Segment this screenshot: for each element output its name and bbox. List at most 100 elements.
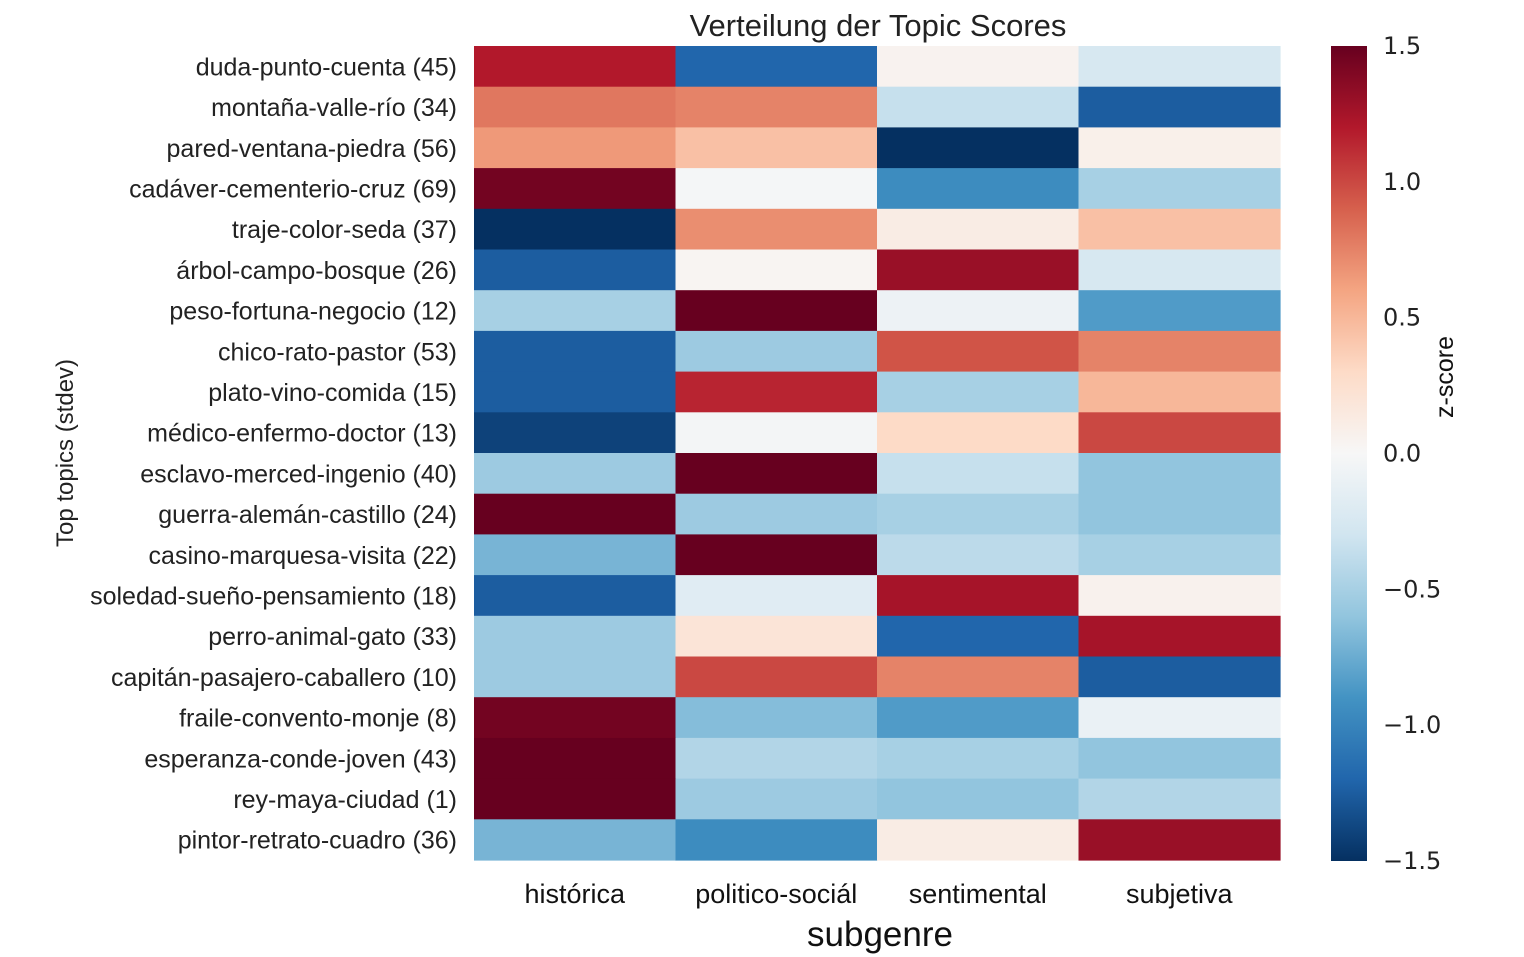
colorbar-tick-label: −0.5	[1383, 575, 1441, 603]
column-labels: histórica politico-sociál sentimental subje…	[524, 879, 1233, 909]
row-label: casino-marquesa-visita (22)	[149, 542, 457, 570]
heatmap-cell	[1078, 127, 1281, 169]
colorbar-tick-label: 0.0	[1383, 440, 1421, 468]
row-label: capitán-pasajero-caballero (10)	[111, 664, 457, 692]
row-label: pintor-retrato-cuadro (36)	[178, 827, 457, 855]
heatmap-cell	[877, 249, 1080, 291]
row-label: médico-enfermo-doctor (13)	[147, 420, 457, 448]
heatmap-cell	[1078, 371, 1281, 413]
heatmap-cell	[474, 737, 677, 780]
colorbar-label: z-score	[1431, 336, 1459, 418]
heatmap-cell	[675, 737, 878, 780]
heatmap-cell	[877, 46, 1080, 88]
heatmap-cell	[1078, 656, 1281, 698]
heatmap-cell	[675, 168, 878, 210]
heatmap-cell	[474, 778, 677, 820]
y-axis-title: Top topics (stdev)	[52, 359, 79, 547]
heatmap-cell	[675, 127, 878, 169]
heatmap-cell	[675, 453, 878, 495]
column-label: sentimental	[909, 879, 1047, 909]
colorbar-tick-label: −1.5	[1383, 847, 1441, 875]
heatmap-cell	[675, 290, 878, 332]
heatmap-cell	[1078, 534, 1281, 576]
heatmap-cell	[877, 168, 1080, 210]
heatmap-cell	[877, 534, 1080, 576]
heatmap-cell	[675, 615, 878, 658]
row-label: pared-ventana-piedra (56)	[167, 135, 457, 163]
heatmap-cell	[474, 453, 677, 495]
column-label: histórica	[524, 879, 626, 909]
heatmap-cell	[877, 86, 1080, 128]
heatmap-cell	[1078, 737, 1281, 780]
heatmap-cell	[474, 168, 677, 210]
row-label: traje-color-seda (37)	[232, 216, 457, 244]
heatmap-cell	[474, 208, 677, 251]
heatmap-cell	[877, 493, 1080, 535]
row-label: rey-maya-ciudad (1)	[233, 786, 457, 814]
heatmap-cell	[675, 208, 878, 251]
colorbar-tick-label: 0.5	[1383, 304, 1421, 332]
heatmap-cell	[474, 46, 677, 88]
heatmap-cell	[675, 534, 878, 576]
row-label: peso-fortuna-negocio (12)	[169, 298, 457, 326]
heatmap-cell	[474, 697, 677, 739]
row-label: chico-rato-pastor (53)	[218, 338, 457, 366]
row-label: fraile-convento-monje (8)	[179, 705, 457, 733]
row-label: soledad-sueño-pensamiento (18)	[90, 582, 457, 610]
heatmap-cell	[877, 412, 1080, 454]
heatmap-cell	[474, 656, 677, 698]
row-labels: duda-punto-cuenta (45) montaña-valle-río …	[90, 53, 457, 854]
row-label: cadáver-cementerio-cruz (69)	[129, 175, 457, 203]
heatmap-cell	[474, 534, 677, 576]
heatmap-cell	[877, 819, 1080, 861]
heatmap-cell	[1078, 86, 1281, 128]
column-label: subjetiva	[1126, 879, 1234, 909]
heatmap-cell	[675, 412, 878, 454]
heatmap-cell	[1078, 615, 1281, 658]
colorbar-tick-label: 1.5	[1383, 32, 1421, 60]
colorbar	[1331, 46, 1367, 861]
heatmap-cell	[877, 615, 1080, 658]
heatmap-cell	[474, 371, 677, 413]
colorbar-tick-label: 1.0	[1383, 168, 1421, 196]
heatmap-cell	[1078, 249, 1281, 291]
heatmap-cell	[675, 778, 878, 820]
heatmap-cell	[675, 656, 878, 698]
heatmap-cell	[1078, 778, 1281, 820]
heatmap-cell	[877, 737, 1080, 780]
heatmap-cell	[877, 656, 1080, 698]
row-label: esperanza-conde-joven (43)	[144, 745, 457, 773]
heatmap-cell	[474, 412, 677, 454]
heatmap-cell	[877, 290, 1080, 332]
chart-title: Verteilung der Topic Scores	[690, 8, 1067, 43]
heatmap-cell	[1078, 168, 1281, 210]
heatmap-cell	[1078, 697, 1281, 739]
heatmap-cell	[675, 330, 878, 373]
heatmap-cell	[1078, 819, 1281, 861]
heatmap-cell	[675, 819, 878, 861]
heatmap-cell	[474, 615, 677, 658]
column-label: politico-sociál	[695, 879, 857, 909]
heatmap-cell	[877, 697, 1080, 739]
heatmap-cell	[1078, 290, 1281, 332]
heatmap-cell	[877, 371, 1080, 413]
row-label: duda-punto-cuenta (45)	[196, 53, 457, 81]
heatmap-cell	[1078, 575, 1281, 617]
heatmap-cell	[474, 819, 677, 861]
heatmap-cell	[1078, 208, 1281, 251]
heatmap-cell	[877, 575, 1080, 617]
x-axis-title: subgenre	[807, 915, 953, 954]
row-label: árbol-campo-bosque (26)	[176, 257, 457, 285]
heatmap-cell	[474, 290, 677, 332]
heatmap-cell	[1078, 330, 1281, 373]
colorbar-tick-label: −1.0	[1383, 711, 1441, 739]
heatmap-cell	[675, 371, 878, 413]
heatmap-cell	[877, 208, 1080, 251]
heatmap-cell	[675, 86, 878, 128]
row-label: montaña-valle-río (34)	[211, 94, 457, 122]
heatmap-cell	[474, 249, 677, 291]
colorbar-ticks: 1.5 1.0 0.5 0.0 −0.5 −1.0 −1.5	[1383, 32, 1441, 875]
heatmap-cell	[474, 330, 677, 373]
heatmap-cell	[675, 46, 878, 88]
heatmap-cell	[1078, 412, 1281, 454]
